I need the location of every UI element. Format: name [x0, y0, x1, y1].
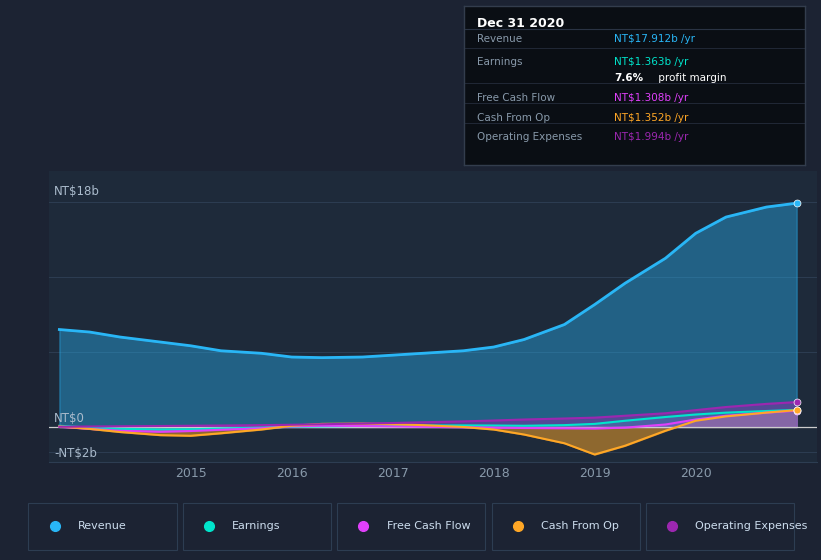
- Text: Earnings: Earnings: [232, 521, 281, 531]
- Text: NT$1.363b /yr: NT$1.363b /yr: [614, 58, 688, 67]
- Text: Revenue: Revenue: [478, 34, 523, 44]
- Text: Cash From Op: Cash From Op: [478, 113, 551, 123]
- Text: Cash From Op: Cash From Op: [541, 521, 619, 531]
- Text: NT$17.912b /yr: NT$17.912b /yr: [614, 34, 695, 44]
- Text: Operating Expenses: Operating Expenses: [695, 521, 808, 531]
- Text: NT$0: NT$0: [54, 412, 85, 424]
- Text: NT$1.994b /yr: NT$1.994b /yr: [614, 133, 688, 142]
- Text: NT$1.308b /yr: NT$1.308b /yr: [614, 92, 688, 102]
- Text: -NT$2b: -NT$2b: [54, 446, 97, 460]
- Text: Revenue: Revenue: [78, 521, 126, 531]
- Text: NT$18b: NT$18b: [54, 185, 100, 198]
- Text: 7.6%: 7.6%: [614, 73, 643, 83]
- Text: NT$1.352b /yr: NT$1.352b /yr: [614, 113, 688, 123]
- Text: Operating Expenses: Operating Expenses: [478, 133, 583, 142]
- Text: Free Cash Flow: Free Cash Flow: [387, 521, 470, 531]
- Text: Dec 31 2020: Dec 31 2020: [478, 17, 565, 30]
- Text: Free Cash Flow: Free Cash Flow: [478, 92, 556, 102]
- Text: Earnings: Earnings: [478, 58, 523, 67]
- Text: profit margin: profit margin: [654, 73, 726, 83]
